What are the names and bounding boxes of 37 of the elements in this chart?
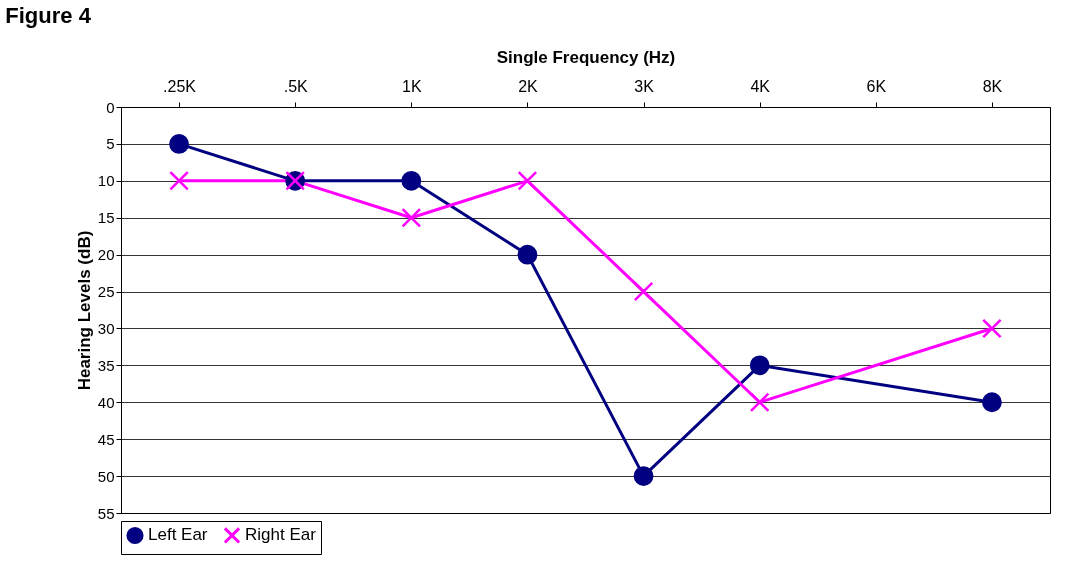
x-axis-title: Single Frequency (Hz): [496, 47, 676, 67]
point: [169, 170, 189, 191]
y-tick-label: 25: [97, 283, 115, 301]
point: [401, 170, 422, 191]
point: [633, 466, 654, 486]
x-tick-label: 1K: [402, 77, 422, 95]
chart-title: Figure 4: [5, 3, 92, 28]
point: [982, 318, 1002, 339]
y-axis-title: Hearing Levels (dB): [74, 230, 94, 391]
point: [401, 207, 422, 228]
x-tick-label: .25K: [163, 77, 197, 95]
x-tick-label: .5K: [283, 77, 309, 95]
y-tick-label: 35: [97, 356, 115, 374]
point: [633, 281, 654, 302]
point: [982, 392, 1002, 413]
x-tick-label: 3K: [634, 77, 655, 95]
point: [169, 134, 189, 154]
y-tick-label: 20: [97, 246, 115, 264]
legend-label: Left Ear: [148, 525, 208, 545]
point: [749, 392, 770, 413]
x-tick-label: 4K: [750, 77, 771, 95]
y-tick-label: 5: [106, 135, 115, 153]
point: [517, 244, 538, 265]
legend-label: Right Ear: [245, 525, 317, 545]
y-tick-label: 15: [97, 209, 115, 227]
x-tick-label: 6K: [866, 77, 887, 95]
y-tick-label: 55: [97, 504, 115, 522]
y-tick-label: 30: [97, 319, 115, 337]
y-tick-label: 10: [97, 172, 115, 190]
y-tick-label: 50: [97, 467, 115, 485]
x-tick-label: 8K: [982, 77, 1003, 95]
point: [749, 355, 770, 376]
y-tick-label: 45: [97, 430, 115, 448]
y-tick-label: 0: [106, 98, 115, 116]
point: [517, 170, 538, 191]
y-tick-label: 40: [97, 393, 115, 411]
x-tick-label: 2K: [518, 77, 539, 95]
